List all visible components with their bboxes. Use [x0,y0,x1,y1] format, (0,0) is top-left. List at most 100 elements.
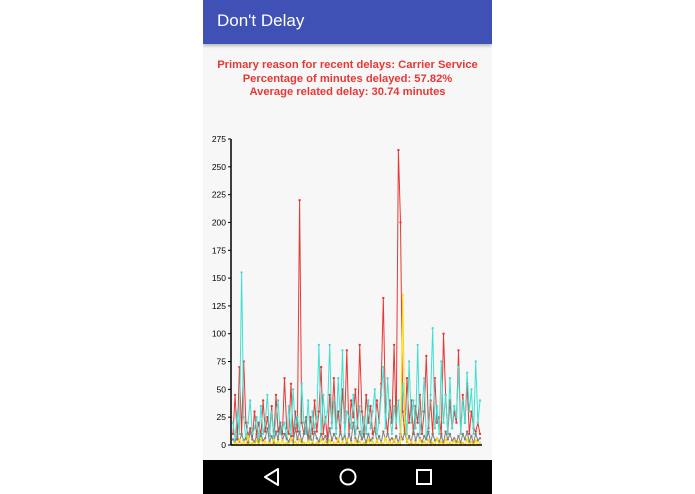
delay-summary: Primary reason for recent delays: Carrie… [203,59,492,100]
data-point [414,439,417,442]
data-point [274,430,278,433]
recents-button[interactable] [404,460,444,494]
data-point [264,430,267,433]
data-point [377,434,381,438]
y-tick-label: 75 [217,357,227,367]
data-point [392,404,396,408]
data-point [240,432,243,436]
data-point [474,432,477,436]
data-point [423,377,426,380]
data-point [373,388,376,391]
data-point [382,430,385,433]
home-button[interactable] [328,460,368,494]
data-point [386,432,389,436]
delay-line-chart[interactable]: 0 25 50 75 100 125 150 175 200 225 250 275 [203,130,492,455]
data-point [313,399,316,402]
data-point [384,427,387,430]
data-point [270,410,273,413]
data-point [276,440,280,443]
data-point [472,432,475,436]
data-point [375,432,379,436]
back-button[interactable] [252,460,292,494]
data-point [231,421,235,424]
data-point [395,427,398,430]
data-point [435,404,439,408]
data-point [446,432,449,436]
data-point [328,393,331,397]
series-line [232,272,481,440]
data-point [236,434,239,438]
data-point [457,349,460,352]
data-point [468,432,471,436]
data-point [311,440,314,443]
data-point [311,432,314,436]
data-point [324,434,327,438]
data-point [367,421,370,424]
data-point [315,437,318,440]
data-point [261,439,265,442]
data-point [380,393,383,397]
data-point [427,439,430,442]
data-point [358,440,361,443]
data-point [289,437,293,440]
data-point [448,432,452,436]
data-point [418,438,422,441]
data-point [401,382,404,385]
data-point [255,432,258,436]
data-point [468,410,471,413]
data-point [433,427,437,430]
data-point [322,393,325,397]
data-point [334,432,338,436]
data-point [251,432,254,436]
data-point [371,440,374,443]
home-circle-icon [339,468,357,486]
app-bar: Don't Delay [203,0,492,44]
data-point [332,441,336,444]
data-point [401,410,404,413]
data-point [317,410,321,413]
data-point [309,434,312,438]
data-point [356,440,359,443]
data-point [420,410,424,413]
data-point [296,430,299,433]
data-point [420,432,424,436]
data-point [371,410,374,413]
data-point [423,410,426,413]
data-point [440,440,443,443]
data-point [440,360,443,363]
data-point [360,410,364,413]
data-point [461,399,464,402]
data-point [429,393,432,397]
data-point [369,427,372,430]
y-tick-label: 225 [212,190,226,200]
data-point [307,439,310,442]
data-point [319,438,323,441]
data-point [457,434,460,438]
data-point [362,416,366,419]
percentage-delayed-text: Percentage of minutes delayed: 57.82% [242,72,453,85]
data-point [373,427,376,430]
data-point [442,421,445,424]
data-point [407,421,411,424]
data-point [407,434,411,438]
data-point [313,427,316,430]
data-point [231,432,235,436]
data-point [367,438,370,441]
data-point [427,430,430,433]
data-point [425,354,428,358]
data-point [345,410,348,413]
data-point [332,432,336,436]
data-point [264,421,267,424]
data-point [236,410,239,413]
data-point [285,437,288,440]
data-point [349,399,353,402]
data-point [270,404,273,408]
data-point [272,438,275,441]
y-tick-label: 50 [217,384,227,394]
data-point [268,441,271,444]
data-point [397,148,400,152]
data-point [289,432,293,436]
data-point [476,421,480,424]
data-point [259,437,263,440]
data-point [433,439,437,442]
